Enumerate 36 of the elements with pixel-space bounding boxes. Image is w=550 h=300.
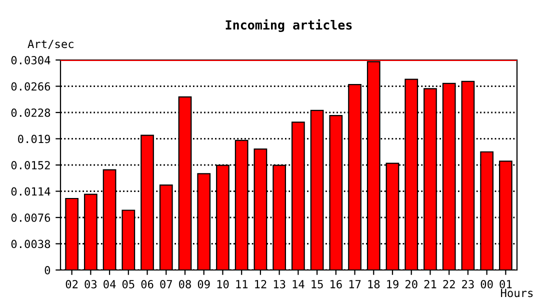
y-tick-label: 0.0038 xyxy=(11,240,50,248)
x-tick-label: 20 xyxy=(406,280,418,288)
x-tick-label: 01 xyxy=(500,280,512,288)
x-tick-label: 02 xyxy=(66,280,78,288)
x-tick-label: 17 xyxy=(349,280,361,288)
y-tick-label: 0.019 xyxy=(18,134,50,144)
y-axis-title: Art/sec xyxy=(28,40,74,50)
y-tick-label: 0 xyxy=(44,266,50,274)
x-tick-label: 13 xyxy=(274,280,286,288)
x-tick-label: 00 xyxy=(480,280,493,288)
x-tick-label: 12 xyxy=(255,280,266,288)
y-tick-label: 0.0076 xyxy=(11,214,50,222)
chart-title: Incoming articles xyxy=(226,19,352,32)
x-tick-label: 08 xyxy=(179,280,191,288)
y-tick-label: 0.0114 xyxy=(11,187,50,196)
x-tick-label: 09 xyxy=(198,280,210,288)
x-tick-label: 22 xyxy=(443,280,455,288)
x-tick-label: 03 xyxy=(84,280,97,288)
x-tick-label: 23 xyxy=(462,280,474,288)
x-axis-title: Hours xyxy=(501,288,533,298)
x-tick-label: 10 xyxy=(217,280,229,288)
y-tick-label: 0.0228 xyxy=(11,108,50,117)
x-tick-label: 21 xyxy=(424,280,436,288)
x-tick-label: 04 xyxy=(104,280,116,288)
x-tick-label: 07 xyxy=(160,280,172,288)
x-tick-label: 05 xyxy=(122,280,134,288)
x-tick-label: 16 xyxy=(330,280,342,288)
x-tick-label: 14 xyxy=(292,280,304,288)
y-tick-label: 0.0266 xyxy=(11,82,50,91)
x-tick-label: 19 xyxy=(387,280,398,288)
y-tick-label: 0.0304 xyxy=(11,56,50,64)
x-tick-label: 15 xyxy=(312,280,323,288)
x-tick-label: 11 xyxy=(236,280,248,288)
x-tick-label: 06 xyxy=(141,280,154,288)
x-tick-label: 18 xyxy=(368,280,380,288)
y-tick-label: 0.0152 xyxy=(11,161,50,170)
